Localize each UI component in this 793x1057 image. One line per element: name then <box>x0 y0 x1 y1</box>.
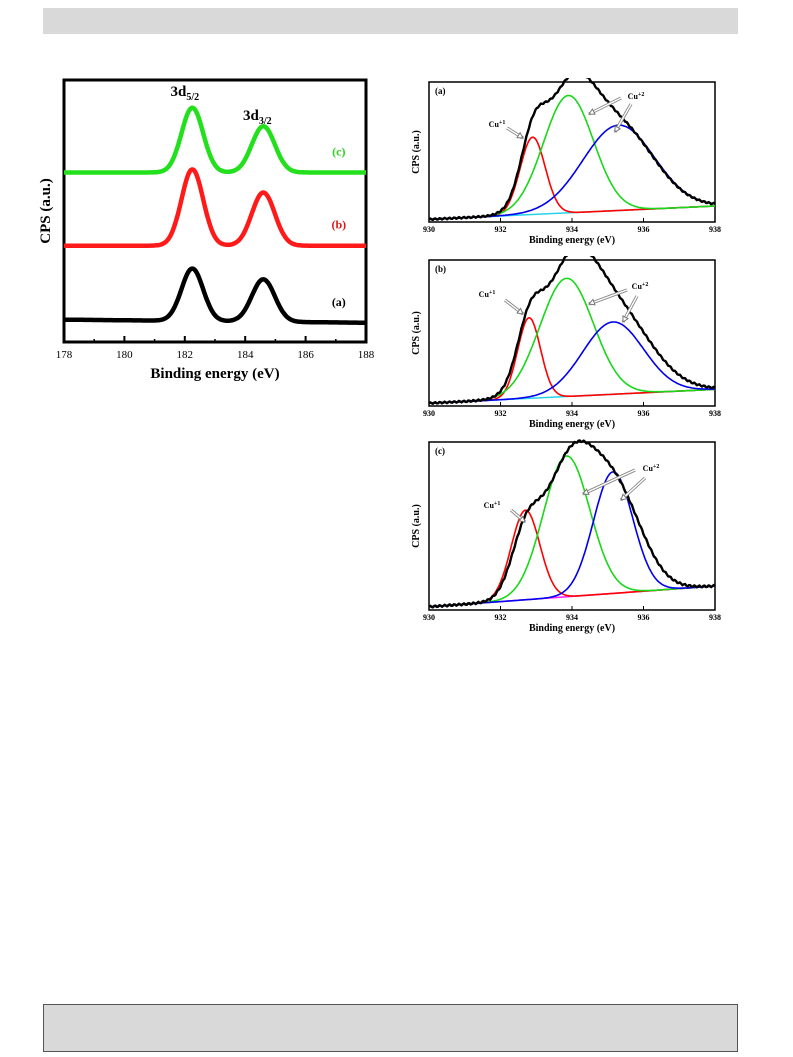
x-tick-label: 938 <box>709 225 721 234</box>
x-tick-label: 934 <box>566 613 578 622</box>
plot-frame <box>62 78 368 344</box>
x-axis-label: Binding energy (eV) <box>150 366 279 382</box>
plot-frame <box>428 441 716 611</box>
x-tick-label: 932 <box>495 613 507 622</box>
annotation-sup: +1 <box>499 120 505 126</box>
annotation-label: Cu+2 <box>628 92 645 101</box>
series-label: (b) <box>331 218 346 232</box>
callout-arrow-inner <box>588 97 622 115</box>
x-tick-label: 180 <box>116 349 133 361</box>
callout-arrow-head <box>582 488 590 495</box>
plot-frame <box>428 81 716 223</box>
chart-cu-b-svg: 930 932 934 936 938 Binding energy (eV) CPS (a… <box>411 245 721 430</box>
component-peak-1 <box>428 277 716 404</box>
annotation-label: Cu+1 <box>489 120 506 129</box>
component-peak-0 <box>428 509 716 608</box>
y-axis-label: CPS (a.u.) <box>38 178 54 243</box>
peak-label-main: 3d <box>171 84 188 100</box>
envelope-line <box>428 245 716 405</box>
series-line-b <box>62 167 368 248</box>
peak-label: 3d5/2 <box>171 84 200 103</box>
chart-left: 178 180 182 184 186 188 Binding energy (eV) CPS… <box>38 72 378 392</box>
x-tick-label: 938 <box>709 613 721 622</box>
annotation-sup: +2 <box>642 282 648 288</box>
callout-arrow-inner <box>588 289 628 305</box>
annotation-text: Cu <box>479 290 490 299</box>
callout-arrow-head <box>518 515 526 523</box>
x-tick-label: 936 <box>638 225 650 234</box>
y-axis-label: CPS (a.u.) <box>411 130 422 174</box>
x-tick-label: 934 <box>566 409 578 418</box>
callout-arrow-head <box>614 125 622 133</box>
x-tick-label: 182 <box>177 349 194 361</box>
callout-arrow-head <box>516 131 524 139</box>
chart-left-svg: 178 180 182 184 186 188 Binding energy (eV) CPS… <box>38 78 375 382</box>
annotation-sup: +1 <box>489 290 495 296</box>
series-line-a <box>62 266 368 325</box>
callout-arrow-head <box>588 108 596 115</box>
x-tick-label: 934 <box>566 225 578 234</box>
x-tick-label: 930 <box>423 409 435 418</box>
component-peak-1 <box>428 455 716 608</box>
series-label: (a) <box>332 295 346 309</box>
x-tick-label: 932 <box>495 409 507 418</box>
x-axis-label: Binding energy (eV) <box>529 419 615 430</box>
x-tick-label: 178 <box>56 349 73 361</box>
x-tick-label: 938 <box>709 409 721 418</box>
annotation-label: Cu+2 <box>643 464 660 473</box>
series-line-c <box>62 105 368 175</box>
x-tick-label: 936 <box>638 409 650 418</box>
peak-label-sub: 3/2 <box>259 116 272 127</box>
annotation-label: Cu+2 <box>632 282 649 291</box>
annotation-label: Cu+1 <box>479 290 496 299</box>
x-tick-label: 930 <box>423 613 435 622</box>
x-axis-label: Binding energy (eV) <box>529 235 615 246</box>
x-tick-label: 930 <box>423 225 435 234</box>
chart-cu-a: 930 932 934 936 938 Binding energy (eV) CPS (a… <box>403 70 723 248</box>
header-band <box>43 8 738 34</box>
callout-arrow-head <box>588 298 596 306</box>
peak-label-sub: 5/2 <box>186 92 199 103</box>
x-tick-label: 186 <box>297 349 314 361</box>
component-peak-2 <box>429 124 716 221</box>
x-tick-label: 932 <box>495 225 507 234</box>
annotation-text: Cu <box>484 501 495 510</box>
chart-cu-a-svg: 930 932 934 936 938 Binding energy (eV) CPS (a… <box>411 70 721 246</box>
annotation-sup: +2 <box>638 92 644 98</box>
envelope-line <box>428 70 716 222</box>
x-axis-label: Binding energy (eV) <box>529 623 615 634</box>
peak-label-main: 3d <box>243 108 260 124</box>
annotation-text: Cu <box>643 464 654 473</box>
chart-cu-c: 930 932 934 936 938 Binding energy (eV) CPS (a… <box>403 438 723 636</box>
annotation-sup: +2 <box>653 464 659 470</box>
annotation-sup: +1 <box>494 501 500 507</box>
annotation-label: Cu+1 <box>484 501 501 510</box>
chart-cu-c-svg: 930 932 934 936 938 Binding energy (eV) CPS (a… <box>411 439 721 634</box>
x-tick-label: 188 <box>358 349 375 361</box>
callout-arrow-inner <box>582 469 636 495</box>
callout-arrow-head <box>620 493 628 501</box>
footer-band <box>43 1004 738 1052</box>
peak-label: 3d3/2 <box>243 108 272 127</box>
envelope-line <box>428 439 716 609</box>
callout-arrow-head <box>516 307 524 315</box>
chart-cu-b: 930 932 934 936 938 Binding energy (eV) CPS (a… <box>403 245 723 432</box>
panel-label: (b) <box>435 264 446 274</box>
x-tick-label: 936 <box>638 613 650 622</box>
x-tick-label: 184 <box>237 349 254 361</box>
plot-frame <box>428 259 716 407</box>
annotation-text: Cu <box>489 120 500 129</box>
series-label: (c) <box>332 145 345 159</box>
component-peak-1 <box>429 94 716 221</box>
y-axis-label: CPS (a.u.) <box>411 504 422 548</box>
annotation-text: Cu <box>628 92 639 101</box>
callout-arrow-head <box>622 315 630 323</box>
component-peak-0 <box>429 136 716 221</box>
component-peak-2 <box>428 470 716 608</box>
y-axis-label: CPS (a.u.) <box>411 311 422 355</box>
panel-label: (a) <box>435 86 446 96</box>
panel-label: (c) <box>435 446 445 456</box>
annotation-text: Cu <box>632 282 643 291</box>
component-peak-0 <box>428 316 716 404</box>
